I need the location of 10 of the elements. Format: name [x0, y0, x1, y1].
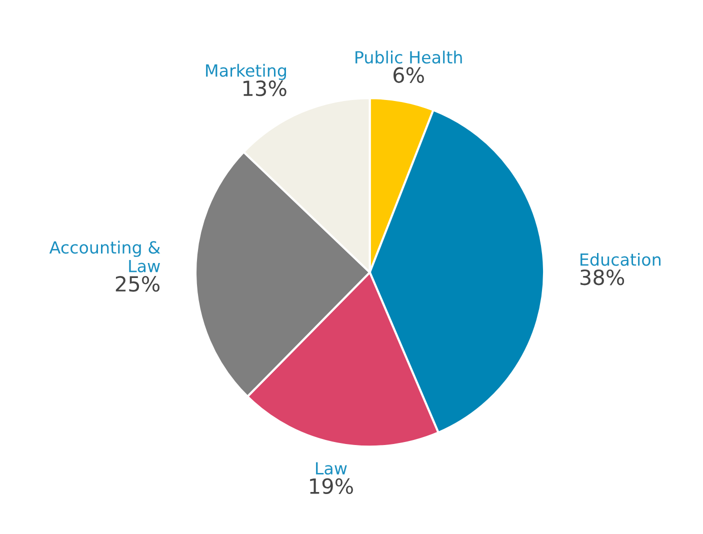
slice-label: Education [580, 252, 660, 266]
slice-label: Marketing [206, 64, 286, 80]
data-label: 25% [116, 276, 160, 292]
slice-label: Accounting & Law [49, 240, 160, 272]
data-label: 6% [394, 67, 424, 83]
data-label: 13% [243, 80, 286, 96]
slice-label: Law [316, 462, 347, 475]
data-label: 38% [580, 269, 624, 286]
slice-label: Public Health [356, 50, 462, 64]
data-label: 19% [310, 478, 353, 494]
